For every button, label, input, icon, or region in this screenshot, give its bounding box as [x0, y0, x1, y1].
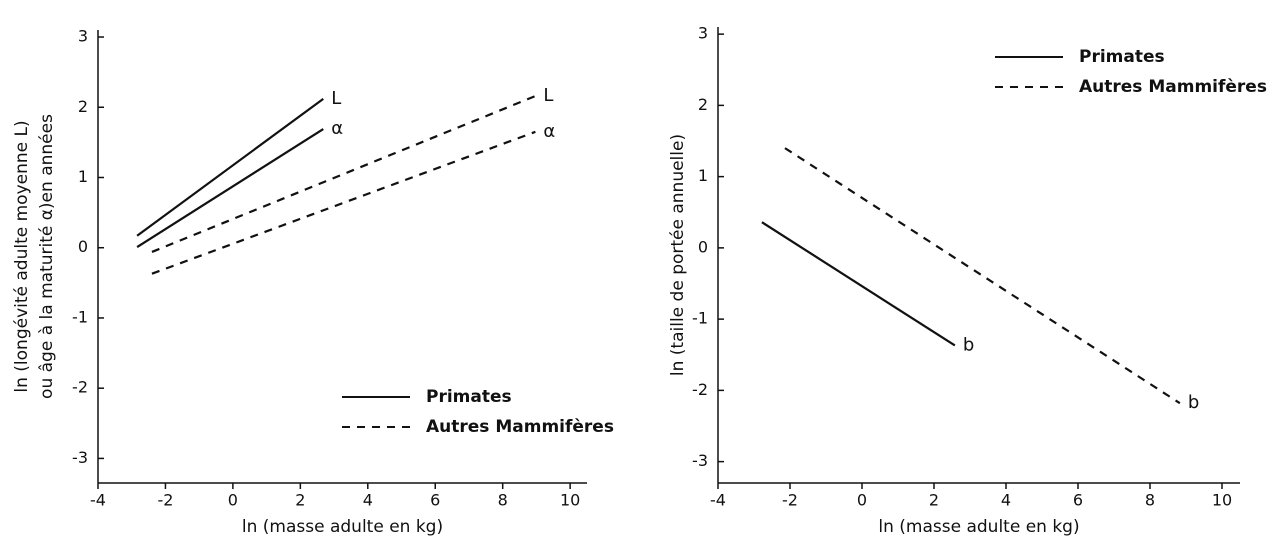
x-tick-label: 10 — [1212, 491, 1232, 510]
legend-label: Primates — [1079, 47, 1165, 67]
x-tick-label: -2 — [782, 491, 798, 510]
y-tick-label: -1 — [692, 309, 708, 328]
x-tick-label: 10 — [560, 491, 580, 510]
x-tick-label: 8 — [498, 491, 508, 510]
y-axis-label: ln (taille de portée annuelle) — [668, 134, 688, 376]
y-tick-label: 3 — [78, 27, 88, 46]
y-axis-label: ou âge à la maturité α)en années — [37, 114, 57, 399]
y-tick-label: 3 — [698, 24, 708, 43]
series-line — [137, 99, 323, 236]
x-axis-label: ln (masse adulte en kg) — [878, 517, 1079, 537]
y-axis-label: ln (longévité adulte moyenne L) — [12, 120, 32, 392]
line-label: α — [331, 118, 343, 139]
line-label: α — [543, 121, 555, 142]
x-tick-label: 2 — [295, 491, 305, 510]
legend-label: Primates — [426, 387, 512, 407]
legend-label: Autres Mammifères — [1079, 77, 1267, 97]
x-tick-label: 2 — [929, 491, 939, 510]
line-label: L — [543, 85, 553, 106]
x-tick-label: 0 — [228, 491, 238, 510]
x-tick-label: 0 — [857, 491, 867, 510]
y-tick-label: 1 — [78, 167, 88, 186]
x-tick-label: 6 — [430, 491, 440, 510]
y-tick-label: 2 — [698, 95, 708, 114]
line-label: b — [1188, 392, 1199, 413]
x-tick-label: 6 — [1073, 491, 1083, 510]
y-tick-label: 2 — [78, 97, 88, 116]
x-tick-label: -4 — [90, 491, 106, 510]
y-tick-label: 1 — [698, 166, 708, 185]
legend-label: Autres Mammifères — [426, 417, 614, 437]
y-tick-label: 0 — [698, 237, 708, 256]
y-tick-label: -3 — [72, 448, 88, 467]
y-tick-label: -1 — [72, 307, 88, 326]
y-tick-label: -2 — [72, 378, 88, 397]
y-tick-label: 0 — [78, 237, 88, 256]
x-tick-label: 8 — [1145, 491, 1155, 510]
chart: -3-2-10123-4-20246810ln (masse adulte en… — [0, 0, 1274, 540]
y-tick-label: -3 — [692, 451, 708, 470]
x-axis-label: ln (masse adulte en kg) — [242, 517, 443, 537]
x-tick-label: 4 — [363, 491, 373, 510]
page: -3-2-10123-4-20246810ln (masse adulte en… — [0, 0, 1274, 544]
series-line — [152, 132, 535, 274]
x-tick-label: -4 — [710, 491, 726, 510]
line-label: L — [331, 88, 341, 109]
series-line — [137, 129, 323, 247]
line-label: b — [963, 334, 974, 355]
x-tick-label: 4 — [1001, 491, 1011, 510]
x-tick-label: -2 — [157, 491, 173, 510]
series-line — [152, 96, 535, 252]
y-tick-label: -2 — [692, 380, 708, 399]
series-line — [762, 222, 955, 345]
